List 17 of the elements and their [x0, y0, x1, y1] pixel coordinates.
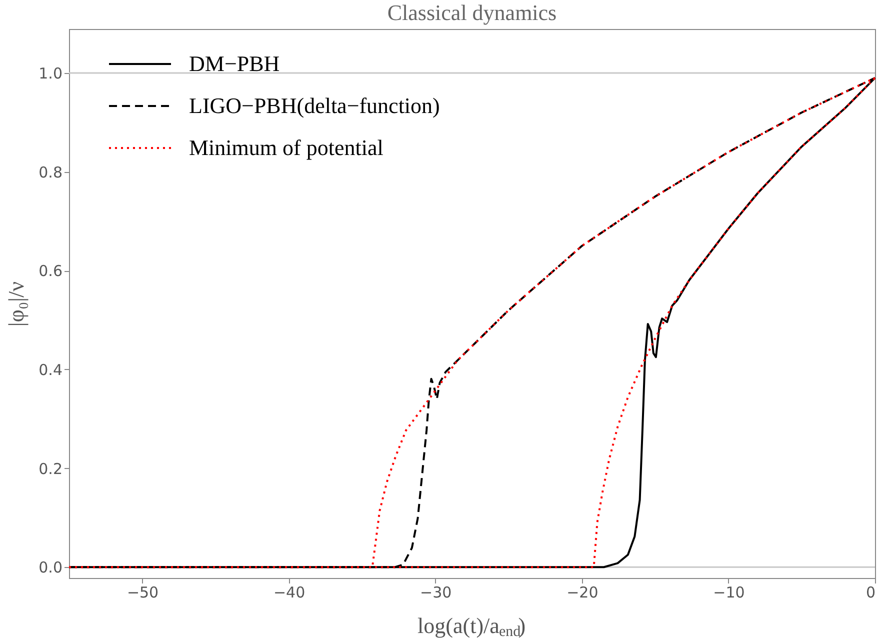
- y-tick-label: 0.2: [38, 460, 62, 478]
- x-tick-label: −20: [566, 584, 598, 602]
- legend-label: DM−PBH: [189, 51, 280, 76]
- chart-title: Classical dynamics: [387, 0, 557, 25]
- y-tick-label: 1.0: [38, 64, 62, 82]
- legend-label: LIGO−PBH(delta−function): [189, 93, 440, 118]
- y-tick-label: 0.4: [38, 360, 62, 379]
- legend-label: Minimum of potential: [189, 135, 384, 160]
- y-tick-label: 0.8: [38, 163, 62, 182]
- x-tick-label: −30: [420, 584, 452, 602]
- y-axis-title: |φ₀|/ν: [4, 281, 29, 327]
- y-tick-label: 0.6: [38, 262, 62, 280]
- x-tick-label: −10: [713, 584, 745, 602]
- y-tick-label: 0.0: [38, 558, 62, 577]
- x-tick-label: 0: [866, 584, 876, 602]
- x-tick-label: −50: [126, 584, 159, 602]
- x-tick-label: −40: [273, 584, 306, 602]
